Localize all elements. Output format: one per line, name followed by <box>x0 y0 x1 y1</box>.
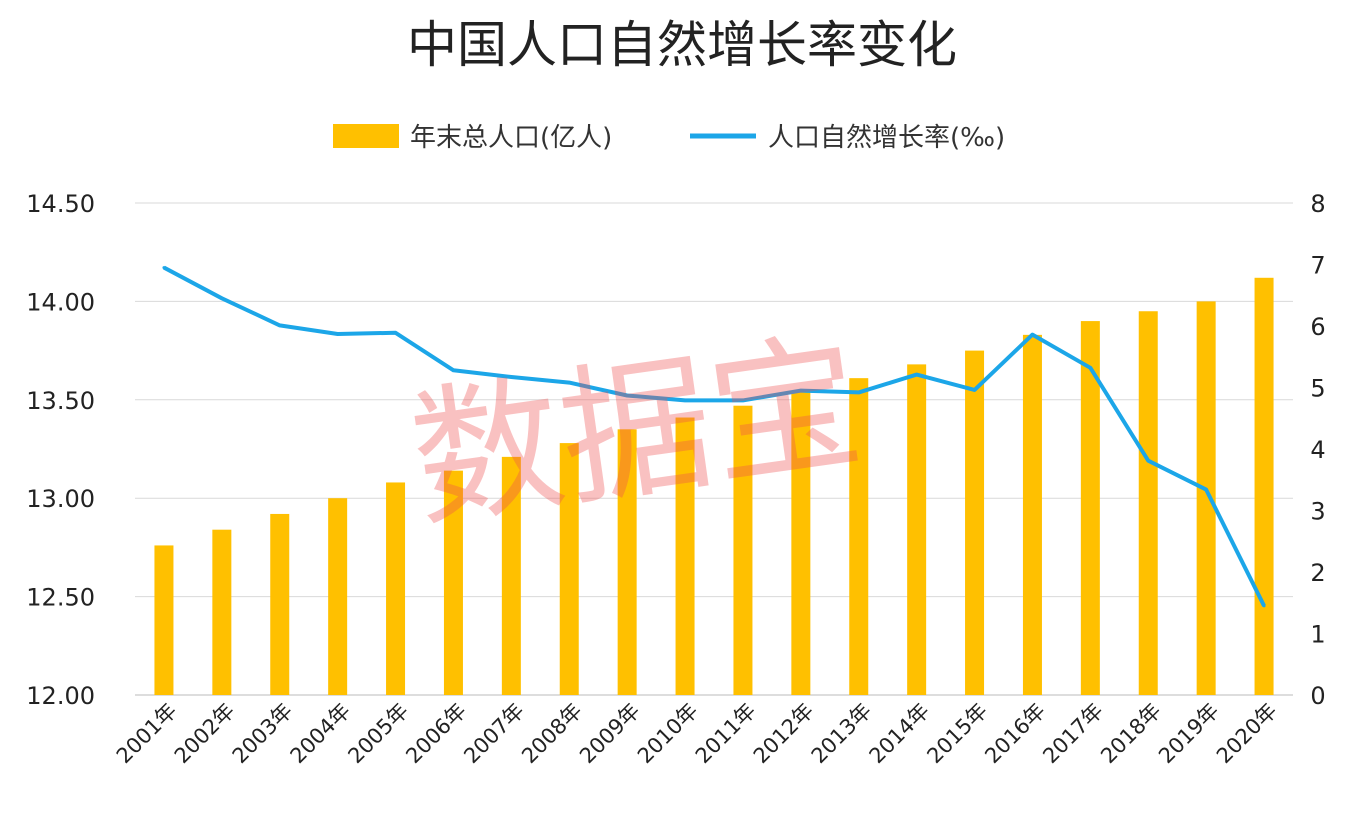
x-tick: 2002年 <box>170 699 240 769</box>
rate-point <box>915 373 919 377</box>
x-tick: 2017年 <box>1038 699 1108 769</box>
rate-point <box>799 389 803 393</box>
y-right-tick: 1 <box>1310 621 1325 649</box>
rate-point <box>567 381 571 385</box>
rate-point <box>1262 604 1266 608</box>
legend-label-rate: 人口自然增长率(‰) <box>768 123 1005 153</box>
legend: 年末总人口(亿人) 人口自然增长率(‰) <box>333 123 1005 153</box>
x-tick: 2020年 <box>1212 699 1282 769</box>
bar <box>443 470 463 695</box>
y-right-tick: 6 <box>1310 313 1325 341</box>
x-tick: 2014年 <box>865 699 935 769</box>
bar <box>328 498 348 695</box>
x-tick: 2013年 <box>807 699 877 769</box>
x-tick: 2016年 <box>980 699 1050 769</box>
bar <box>907 364 927 695</box>
y-left-tick: 12.50 <box>26 584 95 612</box>
x-tick: 2019年 <box>1154 699 1224 769</box>
legend-label-population: 年末总人口(亿人) <box>410 123 612 153</box>
y-right-tick: 4 <box>1310 436 1325 464</box>
bar <box>617 429 637 695</box>
legend-bar-swatch <box>333 124 399 148</box>
y-right-tick: 3 <box>1310 498 1325 526</box>
rate-point <box>278 323 282 327</box>
y-left-tick: 14.00 <box>26 288 95 316</box>
x-tick: 2015年 <box>922 699 992 769</box>
rate-point <box>451 368 455 372</box>
bar <box>1080 321 1100 695</box>
x-tick: 2011年 <box>691 699 761 769</box>
x-tick: 2012年 <box>749 699 819 769</box>
rate-point <box>1204 488 1208 492</box>
bar <box>965 350 985 695</box>
bar <box>1022 334 1042 695</box>
rate-point <box>741 398 745 402</box>
bar <box>501 456 521 695</box>
y-right-tick: 5 <box>1310 375 1325 403</box>
rate-point <box>509 375 513 379</box>
rate-point <box>683 398 687 402</box>
rate-point <box>857 390 861 394</box>
y-left-tick: 14.50 <box>26 190 95 218</box>
rate-point <box>220 296 224 300</box>
bar <box>270 513 290 695</box>
bar <box>1196 301 1216 695</box>
rate-point <box>162 266 166 270</box>
bar <box>791 391 811 695</box>
x-tick: 2004年 <box>286 699 356 769</box>
x-tick: 2001年 <box>112 699 182 769</box>
y-right-tick: 2 <box>1310 559 1325 587</box>
rate-point <box>336 332 340 336</box>
bar <box>212 529 232 695</box>
x-tick: 2008年 <box>517 699 587 769</box>
x-tick: 2007年 <box>459 699 529 769</box>
rate-point <box>1146 459 1150 463</box>
rate-point <box>973 388 977 392</box>
y-left-tick: 13.50 <box>26 387 95 415</box>
rate-point <box>1030 333 1034 337</box>
chart-title: 中国人口自然增长率变化 <box>407 16 957 74</box>
bar <box>1138 311 1158 695</box>
y-right-tick: 0 <box>1310 682 1325 710</box>
x-tick: 2018年 <box>1096 699 1166 769</box>
rate-point <box>1088 366 1092 370</box>
bar <box>849 378 869 695</box>
rate-point <box>394 331 398 335</box>
y-left-tick: 12.00 <box>26 682 95 710</box>
y-right-tick: 7 <box>1310 252 1325 280</box>
rate-point <box>625 393 629 397</box>
bar <box>386 482 406 695</box>
y-right-tick: 8 <box>1310 190 1325 218</box>
y-left-tick: 13.00 <box>26 485 95 513</box>
bar <box>1254 277 1274 695</box>
bar <box>154 545 174 695</box>
x-tick: 2006年 <box>401 699 471 769</box>
bar <box>675 417 695 695</box>
bar <box>733 405 753 695</box>
bar <box>559 443 579 695</box>
x-tick: 2005年 <box>343 699 413 769</box>
x-tick: 2010年 <box>633 699 703 769</box>
x-tick: 2009年 <box>575 699 645 769</box>
x-tick: 2003年 <box>228 699 298 769</box>
rate-line <box>163 265 1266 607</box>
